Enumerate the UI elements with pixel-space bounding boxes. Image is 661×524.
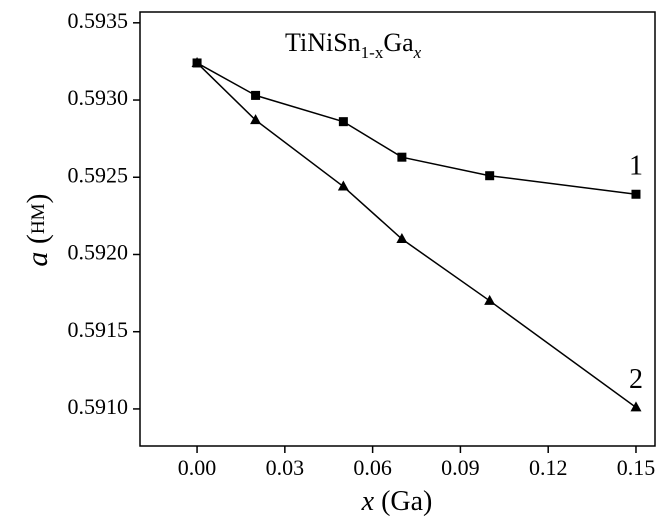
marker — [251, 90, 261, 100]
plot-frame — [139, 11, 656, 447]
marker — [485, 171, 495, 181]
marker — [630, 401, 642, 412]
x-tick-label: 0.06 — [353, 455, 392, 480]
y-axis-label: a (HM) — [21, 193, 54, 266]
data-line — [196, 62, 637, 195]
y-tick-label: 0.5935 — [68, 8, 129, 33]
y-tick-label: 0.5920 — [68, 240, 129, 265]
x-tick-label: 0.00 — [178, 455, 217, 480]
y-tick-label: 0.5925 — [68, 162, 129, 187]
x-tick-label: 0.15 — [617, 455, 656, 480]
marker — [250, 114, 262, 125]
x-tick-label: 0.09 — [441, 455, 480, 480]
marker — [337, 180, 349, 191]
x-tick-label: 0.12 — [529, 455, 568, 480]
y-tick-label: 0.5910 — [68, 394, 129, 419]
chart-title: TiNiSn1-xGax — [285, 28, 422, 62]
series-label: 1 — [629, 151, 643, 182]
marker — [396, 233, 408, 244]
series-label: 2 — [629, 364, 643, 395]
y-tick-label: 0.5915 — [68, 317, 129, 342]
marker — [484, 294, 496, 305]
marker — [191, 56, 203, 67]
marker — [397, 152, 407, 162]
y-tick-label: 0.5930 — [68, 85, 129, 110]
data-line — [196, 62, 637, 408]
marker — [631, 189, 641, 199]
x-tick-label: 0.03 — [266, 455, 305, 480]
marker — [338, 117, 348, 127]
x-axis-label: x (Ga) — [361, 486, 433, 517]
